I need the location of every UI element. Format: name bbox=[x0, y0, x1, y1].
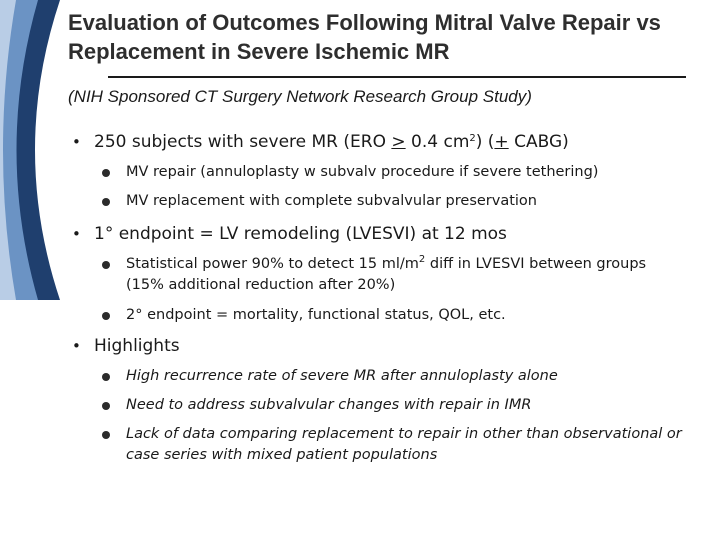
decorative-arcs bbox=[0, 0, 60, 300]
bullet-highlights-text: Highlights bbox=[94, 336, 180, 356]
bullet-recurrence-text: High recurrence rate of severe MR after … bbox=[126, 368, 558, 384]
bullet-lack-of-data-text: Lack of data comparing replacement to re… bbox=[126, 426, 682, 463]
bullet-mv-repair-text: MV repair (annuloplasty w subvalv proced… bbox=[126, 164, 599, 180]
title-rule bbox=[108, 76, 686, 78]
plus-minus-symbol: + bbox=[494, 132, 509, 152]
slide-title: Evaluation of Outcomes Following Mitral … bbox=[68, 10, 661, 64]
bullet-marker bbox=[102, 198, 110, 206]
superscript: 2 bbox=[418, 254, 426, 265]
text-fragment: ) ( bbox=[475, 132, 495, 152]
bullet-subvalvular-text: Need to address subvalvular changes with… bbox=[126, 397, 532, 413]
bullet-marker bbox=[102, 261, 110, 269]
bullet-marker bbox=[102, 402, 110, 410]
text-fragment: 250 subjects with severe MR (ERO bbox=[94, 132, 392, 152]
bullet-marker: • bbox=[72, 337, 81, 355]
arc-light bbox=[0, 0, 16, 300]
bullet-marker bbox=[102, 312, 110, 320]
slide-subtitle: (NIH Sponsored CT Surgery Network Resear… bbox=[68, 87, 532, 106]
gt-symbol: > bbox=[391, 132, 406, 152]
bullet-secondary-endpoint-text: 2° endpoint = mortality, functional stat… bbox=[126, 307, 506, 323]
bullet-marker bbox=[102, 431, 110, 439]
text-fragment: diff in LVESVI between groups (15% addit… bbox=[126, 256, 647, 293]
text-fragment: CABG) bbox=[508, 132, 569, 152]
bullet-primary-endpoint-text: 1° endpoint = LV remodeling (LVESVI) at … bbox=[94, 224, 507, 244]
arc-graphic bbox=[0, 0, 60, 300]
bullet-mv-replacement-text: MV replacement with complete subvalvular… bbox=[126, 193, 537, 209]
arc-mid bbox=[0, 0, 38, 300]
bullet-statistical-power-text: Statistical power 90% to detect 15 ml/m2… bbox=[126, 254, 686, 296]
text-fragment: Statistical power 90% to detect 15 ml/m bbox=[126, 256, 419, 272]
bullet-marker: • bbox=[72, 133, 81, 151]
bullet-marker bbox=[102, 373, 110, 381]
bullet-marker: • bbox=[72, 225, 81, 243]
text-fragment: 0.4 cm bbox=[405, 132, 470, 152]
bullet-subjects-text: 250 subjects with severe MR (ERO > 0.4 c… bbox=[94, 131, 569, 153]
bullet-marker bbox=[102, 169, 110, 177]
superscript: 2 bbox=[469, 133, 476, 144]
